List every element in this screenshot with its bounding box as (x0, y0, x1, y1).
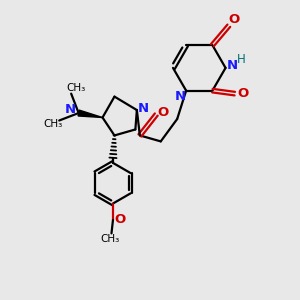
Text: N: N (175, 89, 186, 103)
Text: O: O (115, 213, 126, 226)
Text: N: N (226, 59, 238, 72)
Text: O: O (157, 106, 169, 118)
Text: N: N (65, 103, 76, 116)
Text: CH₃: CH₃ (43, 119, 62, 129)
Text: H: H (237, 53, 245, 66)
Text: CH₃: CH₃ (100, 234, 120, 244)
Text: O: O (229, 13, 240, 26)
Polygon shape (78, 110, 103, 118)
Text: CH₃: CH₃ (66, 83, 85, 93)
Text: O: O (238, 87, 249, 100)
Text: N: N (138, 102, 149, 115)
